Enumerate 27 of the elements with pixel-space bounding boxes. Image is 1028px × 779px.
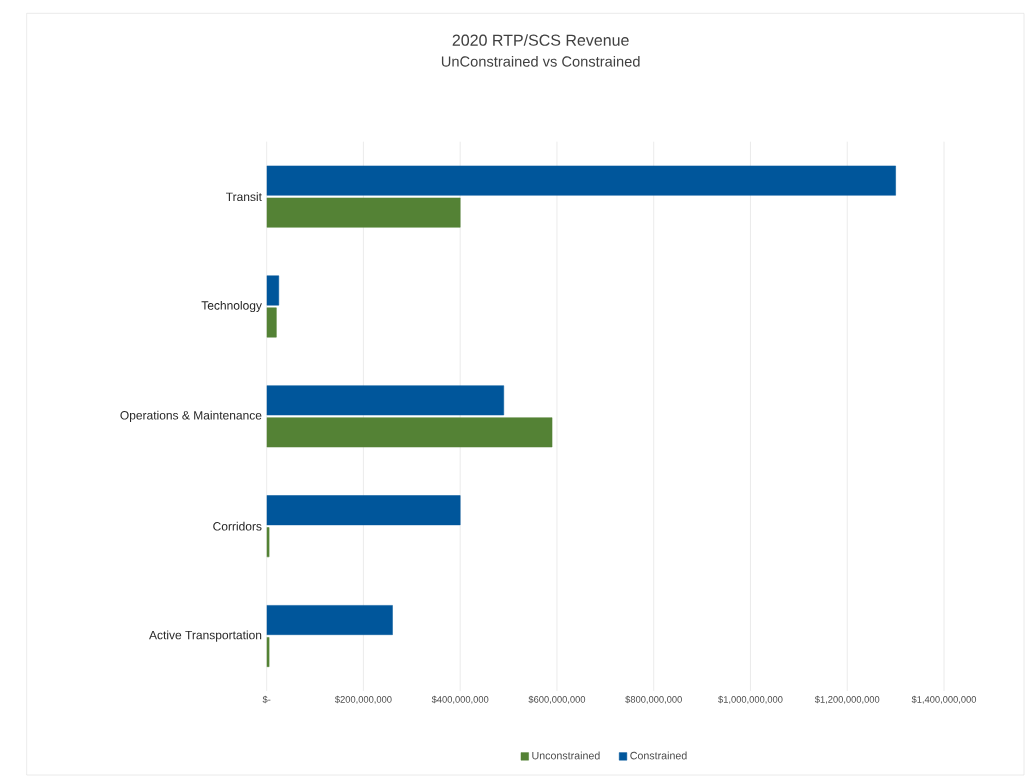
x-tick-label: $200,000,000	[334, 695, 392, 704]
bar	[266, 385, 505, 416]
legend-label: Unconstrained	[532, 751, 600, 760]
bar	[266, 495, 461, 526]
x-tick-label: $1,400,000,000	[911, 695, 977, 704]
bar	[266, 307, 277, 338]
y-tick-label: Transit	[226, 192, 262, 202]
y-tick-label: Technology	[201, 300, 262, 313]
y-tick-label: Operations & Maintenance	[120, 410, 262, 422]
chart-title: 2020 RTP/SCS Revenue	[452, 34, 629, 46]
x-tick-label: $600,000,000	[528, 695, 586, 704]
bar	[266, 165, 896, 196]
x-tick-label: $800,000,000	[625, 695, 682, 704]
bar	[266, 275, 280, 306]
legend-label: Constrained	[630, 751, 687, 760]
bar	[266, 605, 393, 636]
x-tick-label: $400,000,000	[431, 695, 489, 704]
bar	[266, 197, 461, 228]
bar	[266, 637, 270, 668]
bar	[266, 417, 553, 448]
x-tick-label: $-	[262, 695, 271, 704]
x-tick-label: $1,200,000,000	[814, 695, 880, 704]
x-tick-label: $1,000,000,000	[718, 695, 783, 704]
y-tick-label: Active Transportation	[149, 630, 262, 642]
bar	[266, 527, 270, 558]
y-tick-label: Corridors	[213, 521, 262, 531]
chart-subtitle: UnConstrained vs Constrained	[441, 55, 640, 67]
